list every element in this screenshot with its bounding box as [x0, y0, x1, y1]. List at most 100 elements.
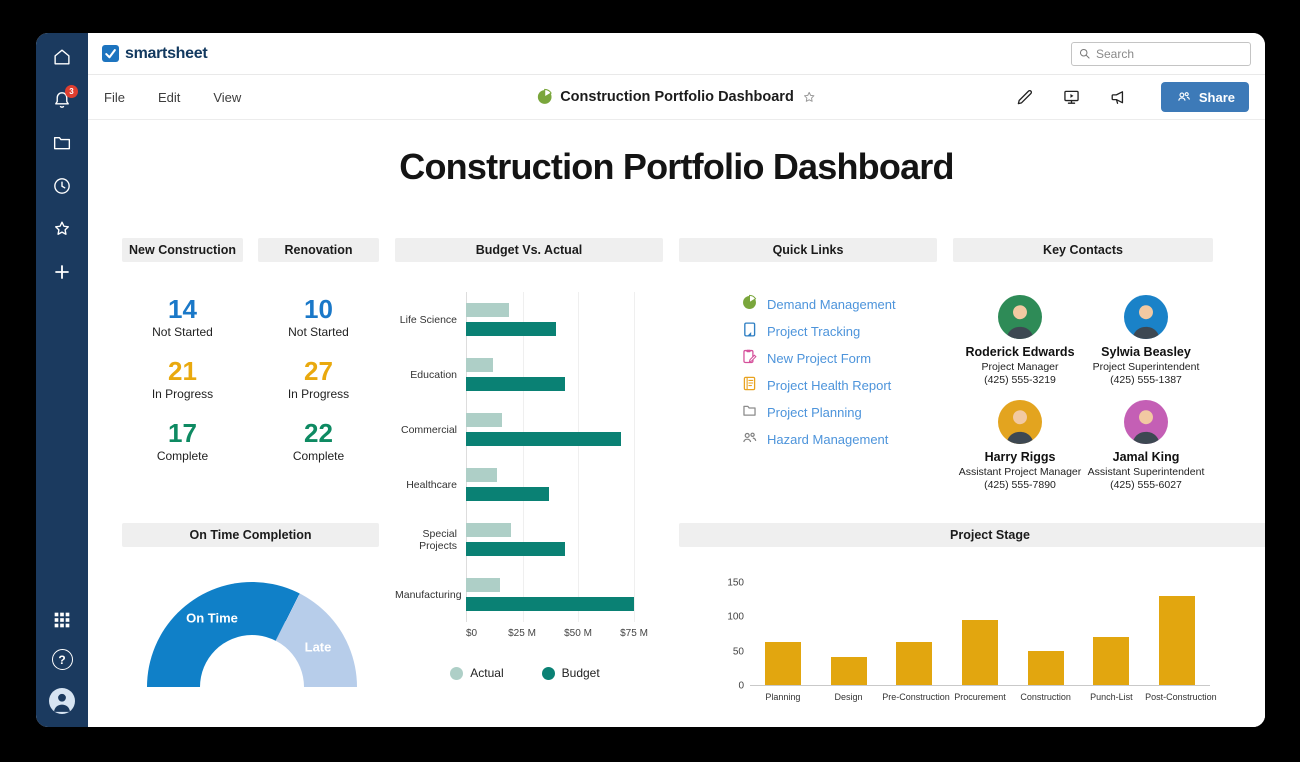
panel-title: Renovation [258, 238, 379, 262]
quick-link-label: Hazard Management [767, 432, 889, 447]
stage-bar-slot [751, 642, 815, 685]
legend-dot [541, 666, 555, 680]
contact-avatar [1124, 295, 1168, 339]
stat-label: Not Started [152, 325, 213, 339]
stat-label: In Progress [287, 387, 350, 401]
contact-phone: (425) 555-1387 [1110, 374, 1182, 386]
menu-edit[interactable]: Edit [157, 89, 181, 105]
budget-x-tick: $75 M [620, 628, 648, 639]
recents-icon[interactable] [51, 175, 73, 197]
quick-link[interactable]: Project Health Report [741, 372, 937, 399]
smartsheet-logo[interactable]: smartsheet [102, 44, 208, 63]
budget-x-tick: $0 [466, 628, 478, 639]
stage-x-label: Post-Construction [1145, 692, 1217, 702]
budget-chart-row: Manufacturing [395, 567, 634, 622]
stat-block: 27 In Progress [288, 356, 349, 402]
legend-dot [450, 666, 464, 680]
panel-title: Quick Links [679, 238, 937, 262]
form-icon [743, 349, 757, 363]
home-icon[interactable] [51, 46, 73, 68]
app-window: 3 ? smartsheet [36, 33, 1265, 727]
stage-bar [1093, 636, 1130, 685]
contact-avatar [1124, 400, 1168, 444]
stage-y-tick: 150 [727, 577, 744, 589]
budget-chart-x-axis: $0 $25 M $50 M $75 M [466, 628, 648, 640]
quick-link-label: Project Health Report [767, 378, 892, 393]
help-icon[interactable]: ? [51, 649, 73, 670]
report-icon [741, 375, 758, 397]
bar-budget [466, 322, 556, 336]
stage-x-label: Design [834, 692, 863, 702]
edit-icon[interactable] [1014, 87, 1035, 108]
stat-block: 22 Complete [293, 418, 344, 464]
panel-budget-vs-actual: Budget Vs. Actual Life Science Education C… [395, 238, 663, 708]
user-avatar[interactable] [49, 688, 75, 714]
quick-link[interactable]: Demand Management [741, 291, 937, 318]
quick-link[interactable]: New Project Form [741, 345, 937, 372]
page-title: Construction Portfolio Dashboard [399, 146, 954, 187]
folders-icon[interactable] [51, 132, 73, 154]
menu-bar: File Edit View Construction Portfolio Da… [88, 75, 1265, 120]
budget-category-label: Education [410, 368, 457, 381]
quick-link-label: Project Tracking [767, 324, 861, 339]
bar-actual [466, 358, 493, 372]
contact-name: Harry Riggs [984, 450, 1056, 464]
bar-budget [466, 377, 565, 391]
panel-renovation: Renovation 10 Not Started 27 In Progress… [258, 238, 379, 480]
legend-item-budget: Budget [541, 666, 600, 680]
stat-value: 22 [304, 418, 333, 448]
stage-bar-slot [817, 656, 881, 685]
panel-quick-links: Quick Links Demand Management Project Tr… [679, 238, 937, 453]
dashboard-type-icon [537, 88, 552, 104]
gauge-label-late: Late [304, 639, 332, 655]
contact-phone: (425) 555-7890 [984, 479, 1056, 491]
bar-actual [466, 303, 509, 317]
budget-chart-row: Special Projects [395, 512, 634, 567]
people-icon [741, 429, 758, 451]
bar-budget [466, 432, 621, 446]
present-icon[interactable] [1061, 87, 1082, 108]
favorite-star-icon[interactable] [801, 89, 818, 106]
pie-chart-icon [741, 294, 758, 316]
stat-block: 17 Complete [157, 418, 208, 464]
search-box[interactable] [1071, 41, 1251, 66]
panel-title: New Construction [122, 238, 243, 262]
stage-y-tick: 0 [738, 680, 744, 692]
bar-actual [466, 578, 500, 592]
share-button[interactable]: Share [1160, 82, 1249, 112]
apps-grid-icon[interactable] [51, 609, 73, 631]
menu-file[interactable]: File [104, 89, 125, 105]
quick-link[interactable]: Project Tracking [741, 318, 937, 345]
quick-links-list: Demand Management Project Tracking New P… [679, 291, 937, 453]
contact-name: Sylwia Beasley [1101, 345, 1191, 359]
bar-budget [466, 597, 634, 611]
budget-chart-row: Education [395, 347, 634, 402]
stage-bar-slot [882, 642, 946, 685]
budget-category-label: Healthcare [406, 478, 457, 491]
form-icon [741, 348, 758, 370]
menu-view[interactable]: View [213, 89, 242, 105]
announce-icon[interactable] [1108, 87, 1129, 108]
legend-item-actual: Actual [450, 666, 504, 680]
quick-link-label: Project Planning [767, 405, 862, 420]
quick-link-label: New Project Form [767, 351, 872, 366]
pie-chart-icon [743, 294, 757, 309]
stage-bar [1027, 650, 1064, 685]
stage-bar [961, 619, 998, 685]
brand-name: smartsheet [125, 44, 208, 62]
stat-label: Complete [156, 449, 209, 463]
sheet-icon [744, 321, 756, 337]
stage-chart-y-axis: 150 100 50 0 [718, 578, 744, 692]
bar-budget [466, 487, 549, 501]
quick-link[interactable]: Hazard Management [741, 426, 937, 453]
panel-key-contacts: Key Contacts Roderick Edwards Project Ma… [953, 238, 1213, 491]
favorites-icon[interactable] [51, 218, 73, 240]
stage-x-label: Procurement [954, 692, 1006, 702]
budget-x-tick: $25 M [508, 628, 536, 639]
create-icon[interactable] [51, 261, 73, 283]
search-input[interactable] [1096, 46, 1244, 61]
quick-link[interactable]: Project Planning [741, 399, 937, 426]
stat-value: 14 [168, 294, 197, 324]
contact-phone: (425) 555-6027 [1110, 479, 1182, 491]
notifications-icon[interactable]: 3 [51, 85, 78, 111]
